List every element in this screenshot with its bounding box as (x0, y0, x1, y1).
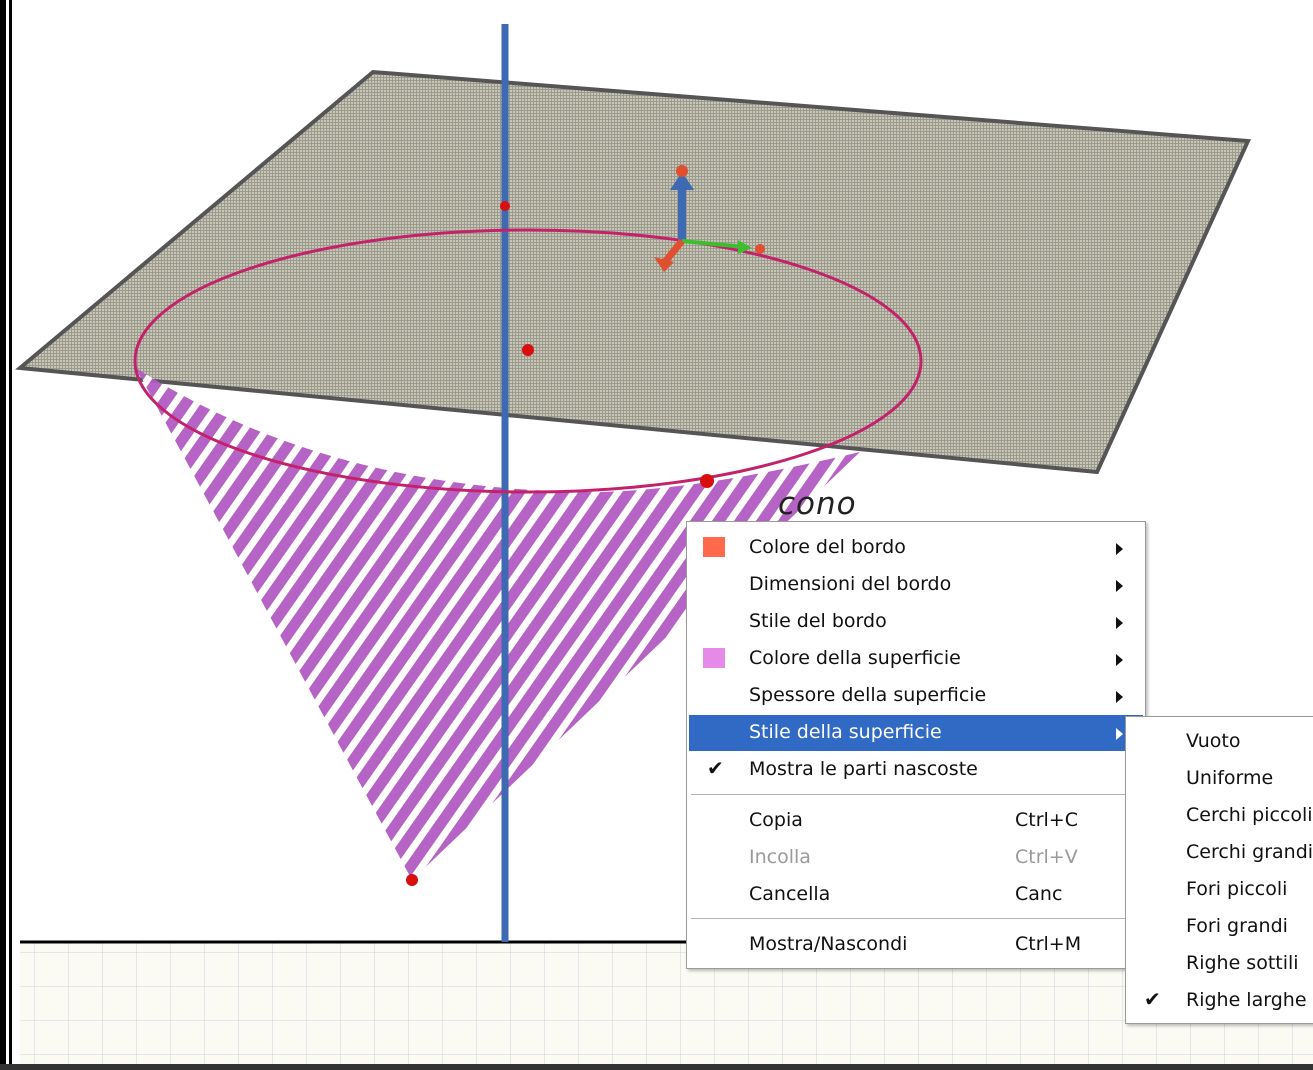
cone-label[interactable]: cono (778, 486, 857, 522)
border-color-swatch (703, 537, 725, 557)
submenu-item-empty[interactable]: Vuoto (1186, 730, 1241, 752)
submenu-item-large-holes[interactable]: Fori grandi (1186, 915, 1288, 937)
submenu-item-large-circles[interactable]: Cerchi grandi (1186, 841, 1313, 863)
cone-surface[interactable] (136, 368, 860, 880)
circle-point[interactable] (700, 474, 714, 488)
submenu-item-uniform[interactable]: Uniforme (1186, 767, 1274, 789)
menu-separator (691, 794, 1141, 795)
submenu-arrow-icon (1116, 654, 1123, 666)
menu-item-copy[interactable]: Copia Ctrl+C (749, 809, 1078, 831)
menu-separator (691, 918, 1141, 919)
menu-item-border-color[interactable]: Colore del bordo (689, 530, 1143, 566)
base-center-point[interactable] (522, 344, 534, 356)
window-bottom-border (0, 1064, 1313, 1070)
context-menu: Colore del bordo Dimensioni del bordo St… (686, 521, 1146, 969)
submenu-item-small-circles[interactable]: Cerchi piccoli (1186, 804, 1313, 826)
check-icon: ✔ (1144, 987, 1161, 1011)
window-left-border-inner (9, 0, 12, 1070)
cone-apex-point[interactable] (406, 874, 418, 886)
cone-base-circle[interactable] (133, 228, 923, 494)
submenu-item-wide-lines[interactable]: ✔ Righe larghe (1144, 987, 1307, 1011)
window-left-border (0, 0, 6, 1070)
menu-item-paste: Incolla Ctrl+V (749, 846, 1078, 868)
submenu-arrow-icon (1116, 617, 1123, 629)
submenu-arrow-icon (1116, 543, 1123, 555)
plane-surface[interactable] (15, 69, 1252, 475)
menu-item-border-style[interactable]: Stile del bordo (689, 604, 1143, 640)
submenu-item-thin-lines[interactable]: Righe sottili (1186, 952, 1299, 974)
menu-item-surface-color[interactable]: Colore della superficie (689, 641, 1143, 677)
surface-color-swatch (703, 648, 725, 668)
menu-item-surface-style[interactable]: Stile della superficie (689, 715, 1143, 751)
menu-item-show-hidden-parts[interactable]: ✔ Mostra le parti nascoste (707, 756, 978, 780)
move-gizmo[interactable] (654, 165, 765, 272)
surface-style-submenu: Vuoto Uniforme Cerchi piccoli Cerchi gra… (1125, 716, 1313, 1024)
check-icon: ✔ (707, 756, 724, 780)
menu-item-surface-thickness[interactable]: Spessore della superficie (689, 678, 1143, 714)
menu-item-delete[interactable]: Cancella Canc (749, 883, 1063, 905)
submenu-item-small-holes[interactable]: Fori piccoli (1186, 878, 1288, 900)
axis-point[interactable] (500, 201, 510, 211)
submenu-arrow-icon (1116, 728, 1123, 740)
menu-item-show-hide[interactable]: Mostra/Nascondi Ctrl+M (749, 933, 1082, 955)
submenu-arrow-icon (1116, 580, 1123, 592)
menu-item-border-size[interactable]: Dimensioni del bordo (689, 567, 1143, 603)
submenu-arrow-icon (1116, 691, 1123, 703)
